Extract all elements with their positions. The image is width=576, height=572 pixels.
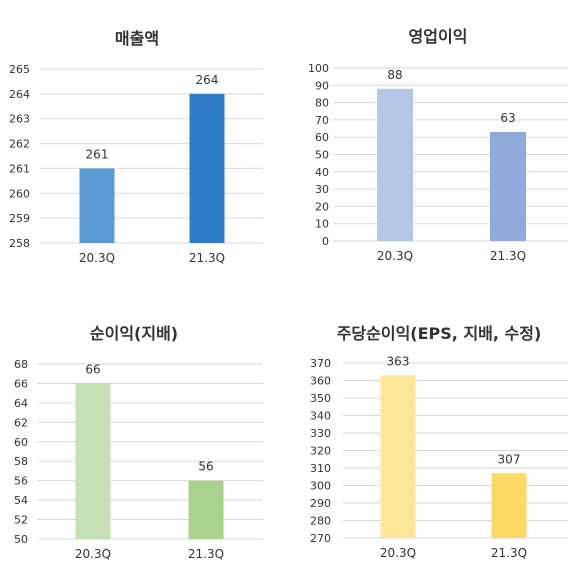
bar-20.3Q [75, 383, 111, 539]
y-tick-label: 56 [14, 475, 28, 488]
y-tick-label: 10 [315, 218, 329, 231]
y-tick-label: 340 [310, 410, 331, 423]
y-tick-label: 330 [310, 427, 331, 440]
eps-chart: 주당순이익(EPS, 지배, 수정) 270 280 290 300 310 320 330 3… [310, 324, 568, 560]
y-tick-label: 64 [14, 397, 28, 410]
y-tick-label: 265 [9, 63, 30, 76]
x-category-label: 21.3Q [491, 546, 527, 560]
net-income-chart: 순이익(지배) 50 52 54 56 58 60 62 64 66 68 66 20.3Q 56 21.3… [14, 324, 263, 561]
bar-21.3Q [490, 132, 526, 241]
data-label: 363 [387, 354, 410, 368]
x-category-label: 21.3Q [189, 251, 225, 265]
data-label: 264 [196, 73, 219, 87]
x-category-label: 20.3Q [79, 251, 115, 265]
data-label: 56 [198, 460, 213, 474]
y-tick-label: 320 [310, 445, 331, 458]
chart-title: 영업이익 [409, 27, 468, 46]
data-label: 66 [85, 362, 100, 376]
y-tick-label: 58 [14, 455, 28, 468]
y-tick-label: 260 [9, 187, 30, 200]
y-tick-label: 62 [14, 416, 28, 429]
y-tick-label: 263 [9, 113, 30, 126]
data-label: 63 [500, 111, 515, 125]
y-tick-label: 90 [315, 79, 329, 92]
y-tick-label: 310 [310, 462, 331, 475]
bar-21.3Q [188, 480, 224, 539]
y-tick-label: 290 [310, 497, 331, 510]
bar-21.3Q [491, 473, 527, 538]
x-category-label: 20.3Q [380, 546, 416, 560]
chart-title: 주당순이익(EPS, 지배, 수정) [337, 324, 542, 343]
y-tick-label: 50 [14, 533, 28, 546]
chart-title: 매출액 [115, 29, 159, 48]
bar-20.3Q [79, 168, 115, 243]
y-tick-label: 360 [310, 375, 331, 388]
y-tick-label: 280 [310, 515, 331, 528]
y-tick-label: 54 [14, 494, 28, 507]
x-category-label: 21.3Q [188, 547, 224, 561]
y-tick-label: 100 [308, 62, 329, 75]
bar-20.3Q [377, 88, 413, 241]
y-tick-label: 0 [322, 235, 329, 248]
y-tick-label: 40 [315, 166, 329, 179]
y-tick-label: 350 [310, 392, 331, 405]
bar-20.3Q [380, 375, 416, 538]
y-tick-label: 270 [310, 532, 331, 545]
y-tick-label: 68 [14, 358, 28, 371]
y-tick-label: 261 [9, 162, 30, 175]
y-tick-label: 262 [9, 138, 30, 151]
x-category-label: 21.3Q [490, 249, 526, 263]
operating-profit-chart: 영업이익 0 10 20 30 40 50 60 70 80 90 100 88 20.3Q 63 21.3Q [308, 27, 568, 263]
y-tick-label: 60 [315, 131, 329, 144]
y-tick-label: 30 [315, 183, 329, 196]
revenue-chart: 매출액 258 259 260 261 262 263 264 265 261 20.3Q 264 21… [9, 29, 263, 265]
chart-title: 순이익(지배) [90, 324, 178, 343]
y-tick-label: 370 [310, 357, 331, 370]
y-tick-label: 264 [9, 88, 30, 101]
y-tick-label: 80 [315, 97, 329, 110]
y-tick-label: 66 [14, 377, 28, 390]
y-tick-label: 300 [310, 480, 331, 493]
y-tick-label: 258 [9, 237, 30, 250]
y-tick-label: 20 [315, 200, 329, 213]
data-label: 88 [387, 68, 402, 82]
bar-21.3Q [189, 93, 225, 243]
y-tick-label: 259 [9, 212, 30, 225]
y-tick-label: 60 [14, 436, 28, 449]
x-category-label: 20.3Q [377, 249, 413, 263]
y-tick-label: 50 [315, 149, 329, 162]
x-category-label: 20.3Q [75, 547, 111, 561]
data-label: 261 [86, 147, 109, 161]
y-tick-label: 70 [315, 114, 329, 127]
data-label: 307 [498, 452, 521, 466]
y-tick-label: 52 [14, 514, 28, 527]
